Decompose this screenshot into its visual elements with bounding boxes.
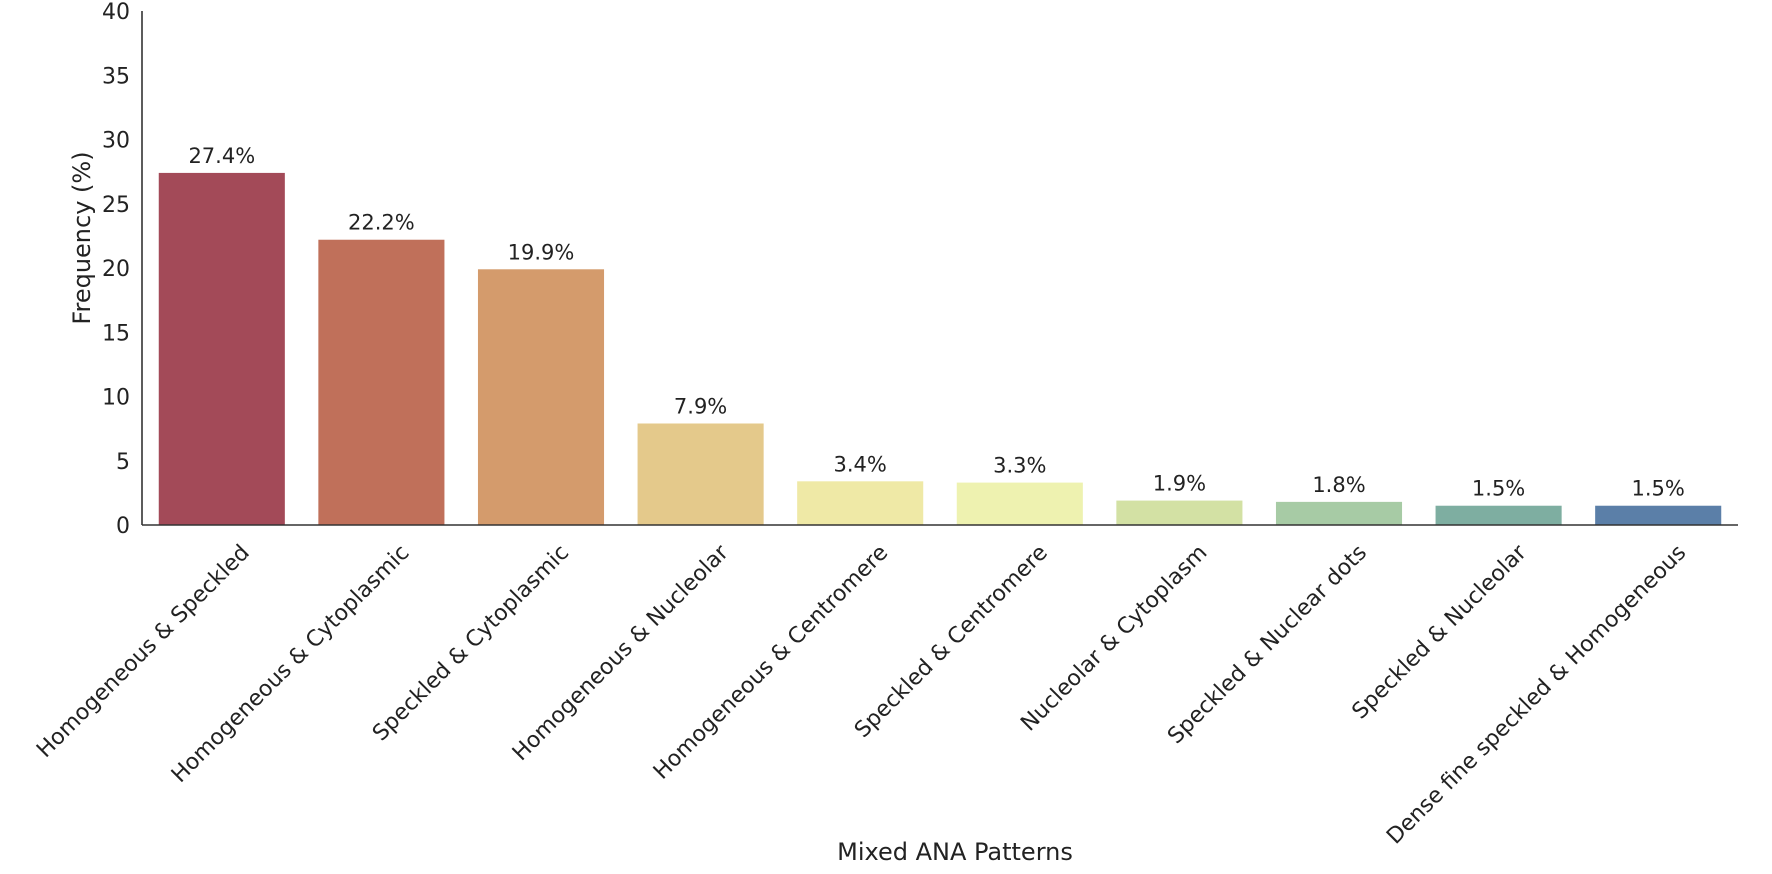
bar xyxy=(1435,505,1562,525)
data-label: 19.9% xyxy=(508,240,575,264)
bars xyxy=(158,172,1722,526)
bar xyxy=(477,269,605,525)
data-label: 7.9% xyxy=(674,394,727,418)
data-labels: 27.4% 22.2% 19.9% 7.9% 3.4% 3.3% 1.9% 1.8% 1.5% 1… xyxy=(188,144,1684,501)
bar xyxy=(956,482,1083,525)
data-label: 1.9% xyxy=(1153,472,1206,496)
data-label: 1.5% xyxy=(1632,477,1685,501)
x-axis-title: Mixed ANA Patterns xyxy=(837,838,1073,866)
bar xyxy=(797,481,924,525)
data-label: 1.8% xyxy=(1312,473,1365,497)
bar xyxy=(1275,501,1403,525)
x-tick-label: Dense fine speckled & Homogeneous xyxy=(1382,540,1691,849)
bar xyxy=(318,239,445,526)
y-tick-label: 25 xyxy=(102,193,130,218)
y-tick-label: 5 xyxy=(116,450,130,475)
y-axis-title: Frequency (%) xyxy=(68,151,96,324)
bar xyxy=(1595,505,1722,525)
y-tick-label: 10 xyxy=(102,386,130,411)
x-tick-label: Speckled & Nucleolar xyxy=(1348,540,1533,725)
data-label: 3.3% xyxy=(993,454,1046,478)
data-label: 27.4% xyxy=(188,144,255,168)
x-tick-label: Nucleolar & Cytoplasm xyxy=(1016,540,1212,736)
bar xyxy=(1116,500,1243,525)
bar xyxy=(637,423,764,525)
y-tick-label: 0 xyxy=(116,514,130,539)
data-label: 22.2% xyxy=(348,211,415,235)
y-tick-label: 35 xyxy=(102,64,130,89)
bar xyxy=(158,172,285,525)
y-axis-ticks: 0 5 10 15 20 25 30 35 40 xyxy=(102,0,130,539)
data-label: 1.5% xyxy=(1472,477,1525,501)
y-tick-label: 40 xyxy=(102,0,130,25)
data-label: 3.4% xyxy=(834,452,887,476)
y-tick-label: 15 xyxy=(102,321,130,346)
y-tick-label: 30 xyxy=(102,129,130,154)
y-tick-label: 20 xyxy=(102,257,130,282)
